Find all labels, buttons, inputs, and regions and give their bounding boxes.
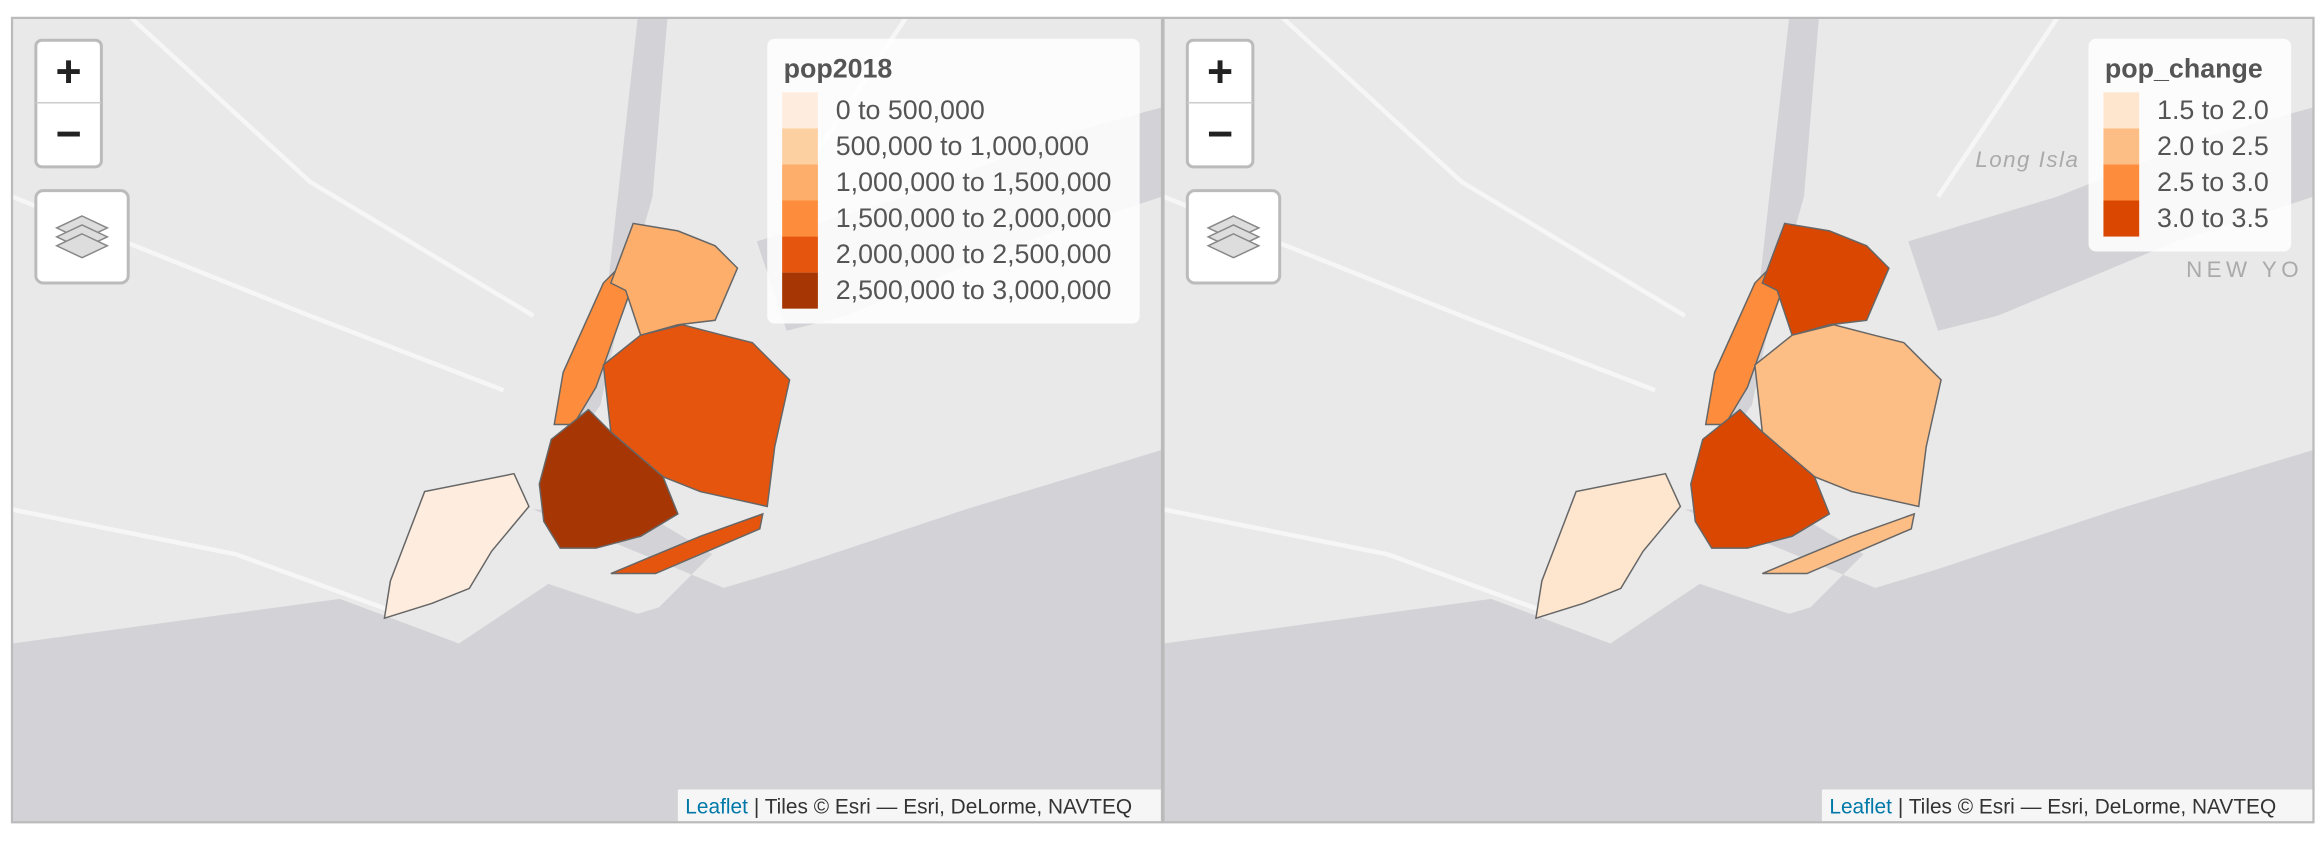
map-panel: Long Isla NEW YO + − pop_change 1.5 to 2.0 2.0… (1163, 18, 2314, 823)
legend-label: 2.0 to 2.5 (2157, 131, 2269, 161)
legend-swatch (2103, 164, 2140, 201)
attribution-text: | Tiles © Esri — Esri, DeLorme, NAVTEQ (754, 795, 1132, 818)
legend-label: 1,000,000 to 1,500,000 (836, 167, 1112, 197)
map-panel: + − pop2018 0 to 500,000 500,000 to 1,000,00… (12, 18, 1162, 822)
legend-label: 1,500,000 to 2,000,000 (836, 203, 1112, 233)
legend-swatch (2103, 128, 2140, 165)
legend-label: 0 to 500,000 (836, 95, 985, 125)
borough (1690, 408, 1831, 549)
attribution-box (677, 789, 1162, 823)
legend-label: 2,000,000 to 2,500,000 (836, 239, 1112, 269)
legend-box (767, 38, 1140, 324)
zoom-out-button[interactable]: − (56, 110, 82, 159)
legend-swatch (2103, 200, 2140, 237)
panel-border (1162, 16, 2315, 824)
zoom-in-button[interactable]: + (1207, 47, 1233, 96)
legend-label: 1.5 to 2.0 (2157, 95, 2269, 125)
attribution: Leaflet | Tiles © Esri — Esri, DeLorme, N… (1829, 795, 2276, 818)
borough (602, 323, 791, 508)
legend-swatch (782, 200, 818, 237)
borough (610, 512, 764, 575)
layers-icon (54, 233, 110, 259)
borough (383, 472, 530, 620)
legend-label: 2.5 to 3.0 (2157, 167, 2269, 197)
map-content: + − pop2018 0 to 500,000 500,000 to 1,000,00… (12, 18, 1162, 822)
zoom-in-button[interactable]: + (56, 47, 82, 96)
legend-label: 500,000 to 1,000,000 (836, 131, 1089, 161)
legend-swatch (782, 164, 818, 201)
layers-button[interactable] (34, 189, 130, 285)
panel-border (10, 16, 1164, 824)
legend-swatch (782, 92, 818, 129)
boroughs (383, 222, 791, 620)
legend-swatch (782, 236, 818, 273)
legend-label: 2,500,000 to 3,000,000 (836, 275, 1112, 305)
boroughs (1534, 222, 1942, 620)
borough (1754, 323, 1942, 508)
borough (609, 222, 739, 337)
legend-title: pop_change (2105, 53, 2263, 83)
legend-swatch (2103, 92, 2140, 129)
leaflet-link[interactable]: Leaflet (1829, 795, 1892, 818)
legend-title: pop2018 (784, 53, 893, 83)
legend-box (2088, 38, 2292, 252)
borough (1762, 512, 1916, 575)
layers-button[interactable] (1185, 189, 1282, 285)
basemap-label: NEW YO (2186, 257, 2303, 282)
attribution-text: | Tiles © Esri — Esri, DeLorme, NAVTEQ (1898, 795, 2276, 818)
attribution-box (1821, 789, 2314, 823)
borough (538, 408, 679, 549)
map-content: Long Isla NEW YO + − pop_change 1.5 to 2.0 2.0… (1163, 18, 2314, 823)
zoom-out-button[interactable]: − (1207, 110, 1233, 159)
borough (1761, 222, 1890, 337)
legend-swatch (782, 128, 818, 165)
layers-icon (1206, 233, 1261, 259)
legend-swatch (782, 272, 818, 309)
borough (1534, 472, 1682, 620)
leaflet-link[interactable]: Leaflet (685, 795, 748, 818)
basemap-label: Long Isla (1975, 147, 2079, 172)
legend-label: 3.0 to 3.5 (2157, 203, 2269, 233)
attribution: Leaflet | Tiles © Esri — Esri, DeLorme, N… (685, 795, 1132, 818)
